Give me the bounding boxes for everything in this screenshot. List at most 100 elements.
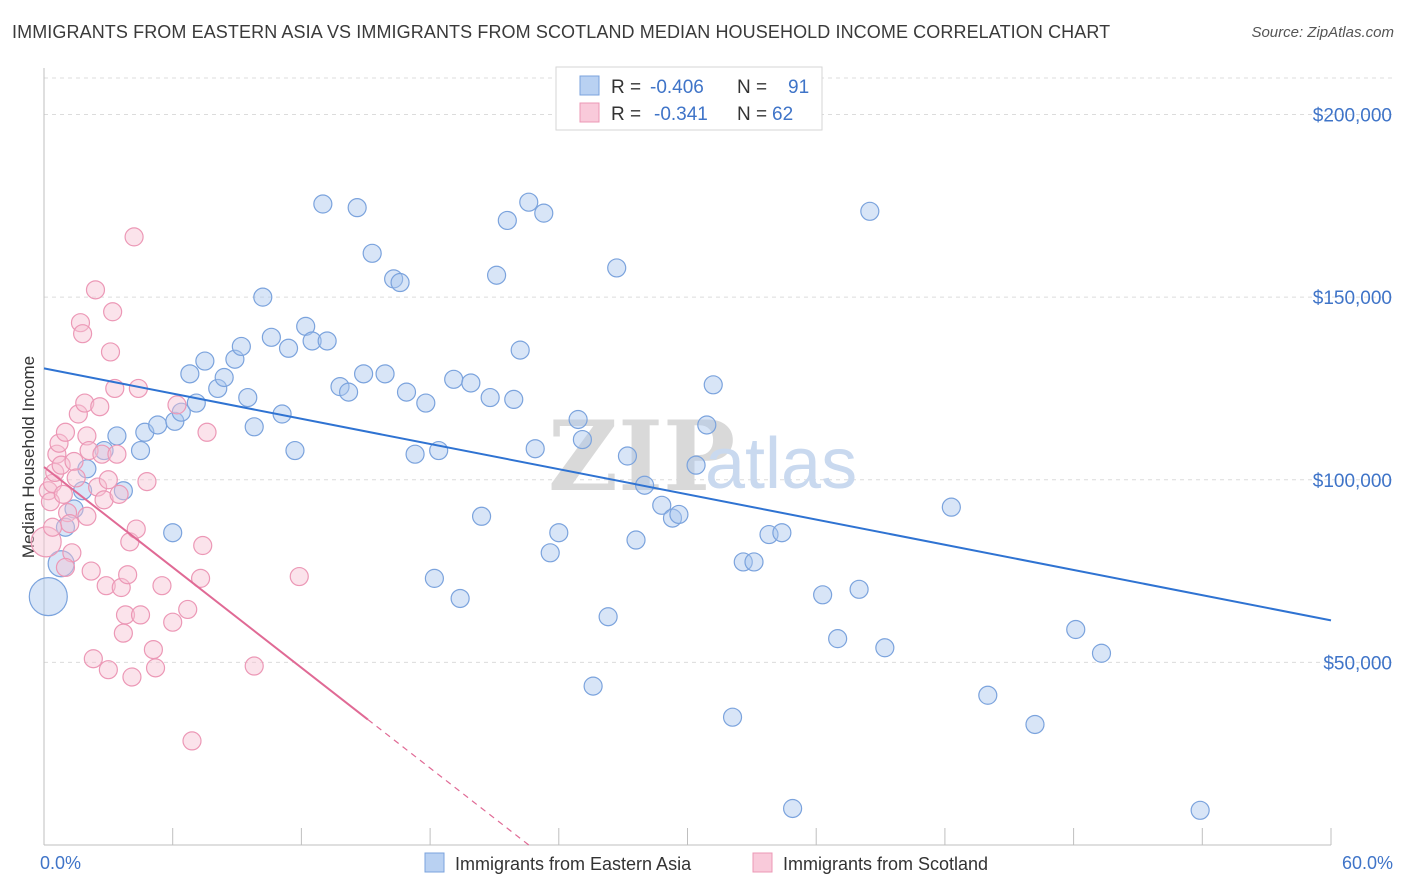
- point-s0-53: [504, 389, 524, 410]
- y-tick-label-2: $150,000: [1313, 288, 1392, 309]
- point-s1-28: [96, 576, 116, 596]
- point-s0-46: [444, 369, 464, 389]
- point-s0-75: [733, 552, 753, 572]
- point-s1-23: [85, 280, 106, 300]
- point-s0-65: [617, 446, 638, 466]
- point-s1-45: [137, 471, 157, 492]
- point-s0-0: [28, 577, 68, 617]
- point-s0-21: [231, 336, 251, 357]
- point-s1-29: [98, 660, 118, 680]
- point-s0-73: [703, 375, 723, 395]
- point-s0-74: [722, 707, 743, 727]
- gridlines: [44, 77, 1392, 663]
- legend-n-value-2: 62: [772, 104, 793, 125]
- y-tick-labels: $50,000 $100,000 $150,000 $200,000: [1313, 106, 1392, 675]
- y-tick-label-1: $100,000: [1313, 471, 1392, 492]
- point-s1-30: [100, 342, 121, 362]
- point-s1-54: [193, 535, 213, 556]
- point-s0-61: [572, 429, 592, 450]
- point-s0-23: [244, 417, 264, 437]
- point-s0-83: [860, 201, 880, 221]
- point-s0-7: [107, 426, 127, 446]
- point-s1-48: [152, 576, 172, 596]
- point-s0-17: [195, 351, 215, 371]
- point-s0-71: [686, 455, 706, 475]
- legend-r-value-2: -0.341: [654, 104, 708, 125]
- point-s1-61: [98, 470, 118, 490]
- point-s0-88: [1190, 800, 1210, 820]
- series-1: [30, 227, 309, 751]
- x-tick-label-min: 0.0%: [40, 853, 81, 873]
- point-s0-58: [540, 543, 560, 563]
- point-s1-50: [167, 395, 187, 415]
- point-s0-60: [568, 409, 588, 430]
- point-s1-6: [49, 433, 69, 453]
- point-s1-58: [42, 517, 63, 537]
- point-s1-37: [115, 605, 136, 625]
- point-s1-21: [81, 561, 101, 581]
- y-axis-label: Median Household Income: [19, 356, 38, 558]
- point-s1-31: [103, 302, 123, 322]
- trend-line-extension-1: [367, 719, 530, 846]
- point-s1-40: [122, 667, 142, 687]
- point-s1-52: [182, 731, 202, 751]
- point-s0-47: [450, 588, 470, 609]
- point-s0-32: [313, 194, 333, 214]
- point-s0-87: [1091, 643, 1112, 663]
- legend-r-label-1: R =: [611, 77, 641, 98]
- point-s0-54: [510, 340, 530, 360]
- point-s1-57: [289, 566, 309, 587]
- point-s1-18: [75, 393, 95, 413]
- point-s0-48: [461, 373, 481, 393]
- legend-box: R = -0.406 N = 91 R = -0.341 N = 62: [555, 66, 823, 131]
- point-s0-89: [978, 685, 998, 705]
- point-s0-84: [875, 638, 895, 658]
- point-s0-22: [238, 387, 258, 408]
- point-s0-44: [424, 568, 444, 588]
- point-s1-47: [145, 658, 166, 678]
- point-s0-37: [362, 243, 382, 263]
- legend-frame: [555, 66, 823, 131]
- point-s0-34: [338, 382, 359, 402]
- point-s0-38: [375, 364, 395, 384]
- point-s0-63: [598, 607, 618, 627]
- point-s0-41: [396, 382, 417, 402]
- point-s0-24: [253, 287, 273, 307]
- point-s1-49: [163, 612, 183, 632]
- legend-r-label-2: R =: [611, 104, 641, 125]
- point-s0-40: [390, 272, 410, 293]
- point-s0-76: [744, 552, 764, 572]
- point-s0-35: [347, 198, 367, 218]
- point-s0-78: [772, 523, 792, 543]
- point-s0-82: [849, 579, 869, 599]
- point-s1-14: [66, 468, 86, 488]
- point-s0-52: [497, 210, 517, 231]
- point-s0-12: [163, 523, 183, 543]
- bottom-legend: Immigrants from Eastern Asia Immigrants …: [424, 852, 988, 874]
- trend-line-1: [43, 466, 369, 721]
- point-s0-81: [828, 629, 848, 649]
- trend-line-0: [43, 367, 1332, 622]
- legend-swatch-eastern-asia: [579, 75, 600, 96]
- point-s1-34: [109, 484, 129, 504]
- point-s1-27: [94, 490, 114, 510]
- point-s1-46: [143, 639, 163, 660]
- point-s1-11: [60, 513, 80, 534]
- x-tick-labels: 0.0% 60.0%: [40, 853, 1393, 873]
- series-0: [28, 192, 1210, 820]
- point-s1-42: [126, 519, 146, 539]
- point-s0-49: [471, 506, 492, 526]
- y-tick-label-3: $200,000: [1313, 106, 1392, 127]
- trend-lines: [43, 367, 1332, 846]
- point-s0-19: [214, 367, 234, 388]
- point-s0-85: [941, 497, 961, 517]
- point-s1-19: [77, 426, 97, 446]
- point-s1-25: [90, 397, 110, 417]
- point-s1-33: [107, 444, 127, 464]
- point-s0-86: [1066, 619, 1086, 640]
- point-s0-69: [662, 508, 683, 528]
- point-s0-70: [669, 504, 689, 525]
- point-s0-51: [486, 265, 507, 285]
- point-s1-56: [244, 656, 264, 676]
